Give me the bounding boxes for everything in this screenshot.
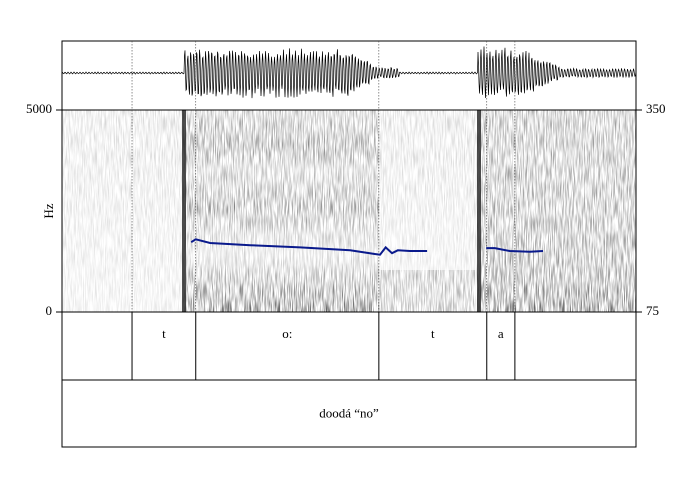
burst [182, 110, 186, 312]
tier-label: t [431, 326, 435, 341]
y2-tick-label: 350 [646, 101, 666, 116]
y-axis-label: Hz [41, 203, 56, 218]
spectrogram [62, 110, 636, 312]
tier-label: a [498, 326, 504, 341]
pitch-track [190, 238, 544, 256]
frame [61, 40, 637, 448]
y-tick-label: 5000 [26, 101, 52, 116]
tier-label: t [162, 326, 166, 341]
spectrogram-vowel [477, 110, 636, 312]
tier-label: doodá “no” [319, 405, 379, 420]
y-tick-label: 0 [46, 303, 53, 318]
burst [477, 110, 481, 312]
tier-label: o: [282, 326, 292, 341]
y2-tick-label: 75 [646, 303, 659, 318]
spectrogram-vowel [183, 110, 379, 312]
spectrogram-closure [379, 270, 475, 312]
waveform [62, 46, 637, 99]
